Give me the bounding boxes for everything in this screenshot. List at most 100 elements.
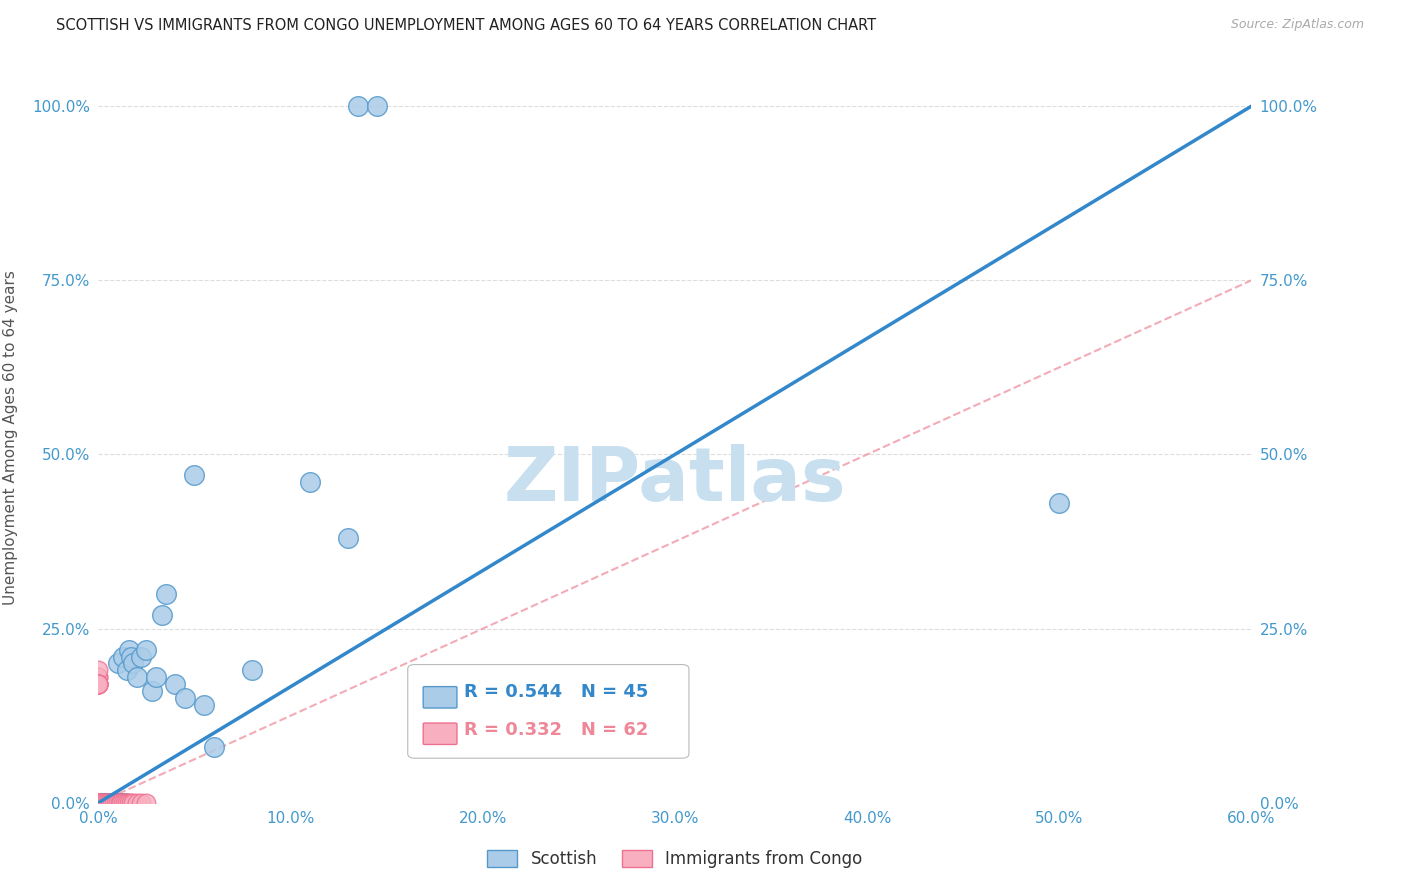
Point — [87, 796, 110, 810]
Point — [87, 796, 110, 810]
Point — [110, 796, 132, 810]
Point — [125, 796, 148, 810]
Point — [120, 649, 142, 664]
Point — [89, 796, 111, 810]
Point — [87, 796, 110, 810]
Point — [94, 796, 117, 810]
Point — [98, 796, 121, 810]
Point — [89, 796, 111, 810]
Point — [87, 677, 110, 691]
Point — [87, 796, 110, 810]
Point — [87, 796, 110, 810]
Point — [117, 796, 139, 810]
Point — [97, 796, 120, 810]
Point — [346, 99, 368, 113]
Point — [87, 796, 110, 810]
Point — [112, 796, 135, 810]
Point — [120, 796, 142, 810]
Y-axis label: Unemployment Among Ages 60 to 64 years: Unemployment Among Ages 60 to 64 years — [3, 269, 18, 605]
Point — [87, 796, 110, 810]
Point — [108, 796, 131, 810]
Point — [125, 670, 148, 684]
Point — [298, 475, 321, 490]
Point — [122, 796, 145, 810]
Point — [89, 796, 111, 810]
Point — [118, 642, 141, 657]
Point — [87, 796, 110, 810]
Point — [87, 670, 110, 684]
Point — [89, 796, 111, 810]
Point — [87, 796, 110, 810]
Point — [87, 796, 110, 810]
Text: Source: ZipAtlas.com: Source: ZipAtlas.com — [1230, 18, 1364, 31]
Point — [87, 796, 110, 810]
Point — [202, 740, 225, 755]
Point — [107, 657, 129, 671]
Point — [87, 796, 110, 810]
Text: R = 0.544   N = 45: R = 0.544 N = 45 — [464, 683, 648, 701]
Point — [87, 677, 110, 691]
Point — [174, 691, 197, 706]
Point — [87, 796, 110, 810]
Point — [101, 796, 124, 810]
Point — [366, 99, 388, 113]
Point — [183, 468, 205, 483]
Point — [118, 796, 141, 810]
Point — [87, 677, 110, 691]
Point — [87, 796, 110, 810]
Point — [117, 664, 139, 678]
Point — [112, 649, 135, 664]
Point — [93, 796, 115, 810]
Point — [108, 796, 131, 810]
Point — [135, 796, 157, 810]
Text: R = 0.332   N = 62: R = 0.332 N = 62 — [464, 722, 648, 739]
Point — [87, 796, 110, 810]
Point — [87, 796, 110, 810]
Point — [104, 796, 127, 810]
Point — [97, 796, 120, 810]
Point — [89, 796, 111, 810]
Point — [87, 664, 110, 678]
Point — [87, 670, 110, 684]
Point — [150, 607, 173, 622]
Point — [193, 698, 215, 713]
Point — [114, 796, 136, 810]
Point — [91, 796, 114, 810]
Point — [129, 796, 152, 810]
Point — [94, 796, 117, 810]
Point — [87, 796, 110, 810]
Text: ZIPatlas: ZIPatlas — [503, 444, 846, 517]
Point — [107, 796, 129, 810]
Point — [87, 796, 110, 810]
Point — [135, 642, 157, 657]
Point — [103, 796, 125, 810]
Point — [93, 796, 115, 810]
Point — [87, 796, 110, 810]
Point — [91, 796, 114, 810]
Point — [89, 796, 111, 810]
Point — [94, 796, 117, 810]
Point — [87, 796, 110, 810]
Point — [87, 677, 110, 691]
Point — [87, 796, 110, 810]
Point — [145, 670, 167, 684]
Point — [87, 677, 110, 691]
Point — [93, 796, 115, 810]
Point — [87, 796, 110, 810]
Point — [97, 796, 120, 810]
Point — [1047, 496, 1070, 510]
Point — [98, 796, 121, 810]
Point — [87, 677, 110, 691]
Point — [110, 796, 132, 810]
Point — [104, 796, 127, 810]
Point — [87, 796, 110, 810]
Point — [91, 796, 114, 810]
Point — [87, 796, 110, 810]
Point — [87, 796, 110, 810]
Point — [101, 796, 124, 810]
Point — [87, 796, 110, 810]
Point — [155, 587, 177, 601]
Point — [87, 796, 110, 810]
Point — [337, 531, 360, 545]
Point — [87, 796, 110, 810]
